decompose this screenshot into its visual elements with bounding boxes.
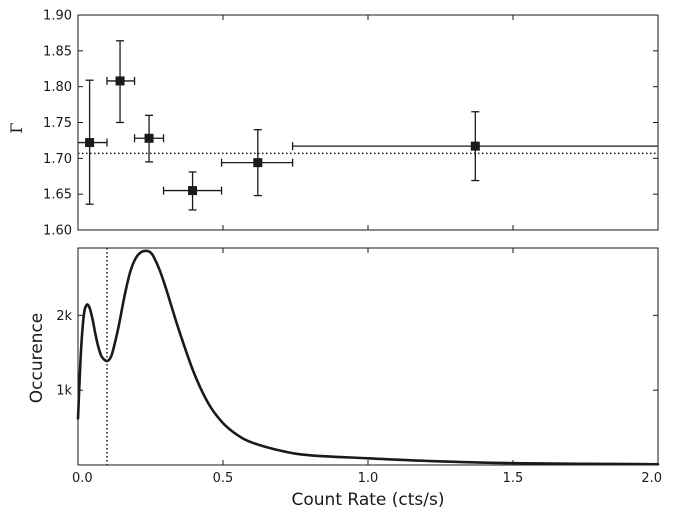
gamma-data-point	[162, 171, 223, 211]
gamma-y-tick-label: 1.90	[43, 9, 72, 24]
gamma-data-point	[220, 129, 294, 197]
occurrence-panel: 1k 2k 0.0 0.5 1.0 1.5 2.0 Occurence Count Rat…	[27, 247, 662, 510]
square-marker	[470, 141, 480, 151]
occurrence-x-tick-label: 1.0	[358, 471, 379, 486]
gamma-x-ticks	[222, 15, 514, 230]
gamma-data-point	[291, 111, 658, 182]
occurrence-panel-frame	[77, 247, 659, 466]
occurrence-x-tick-label: 0.0	[72, 471, 93, 486]
gamma-data-point	[106, 40, 136, 124]
gamma-y-tick-label: 1.65	[43, 188, 72, 203]
occurrence-y-tick-label: 2k	[56, 309, 72, 324]
gamma-y-tick-label: 1.85	[43, 44, 72, 59]
square-marker	[85, 138, 95, 148]
gamma-data-points	[78, 40, 658, 211]
gamma-data-point	[133, 114, 165, 163]
square-marker	[188, 186, 198, 196]
square-marker	[144, 133, 154, 143]
occurrence-y-tick-label: 1k	[56, 384, 72, 399]
occurrence-curve	[76, 249, 660, 466]
occurrence-x-tick-label: 2.0	[641, 471, 662, 486]
gamma-y-axis-label: Γ	[7, 122, 26, 133]
occurrence-x-tick-label: 1.5	[503, 471, 524, 486]
gamma-y-tick-label: 1.60	[43, 224, 72, 239]
gamma-y-ticks: 1.60 1.65 1.70 1.75 1.80 1.85 1.90	[43, 9, 658, 239]
gamma-panel-frame	[77, 14, 659, 231]
occurrence-y-axis-label: Occurence	[27, 313, 47, 404]
gamma-y-tick-label: 1.75	[43, 116, 72, 131]
square-marker	[253, 158, 263, 168]
occurrence-x-tick-label: 0.5	[213, 471, 234, 486]
gamma-data-point	[78, 79, 108, 205]
gamma-y-tick-label: 1.70	[43, 152, 72, 167]
square-marker	[115, 76, 125, 86]
gamma-panel: 1.60 1.65 1.70 1.75 1.80 1.85 1.90 Γ	[7, 9, 659, 239]
gamma-y-tick-label: 1.80	[43, 80, 72, 95]
occurrence-x-ticks: 0.0 0.5 1.0 1.5 2.0	[72, 248, 662, 486]
count-rate-x-axis-label: Count Rate (cts/s)	[292, 490, 445, 510]
occurrence-y-ticks: 1k 2k	[56, 309, 658, 399]
